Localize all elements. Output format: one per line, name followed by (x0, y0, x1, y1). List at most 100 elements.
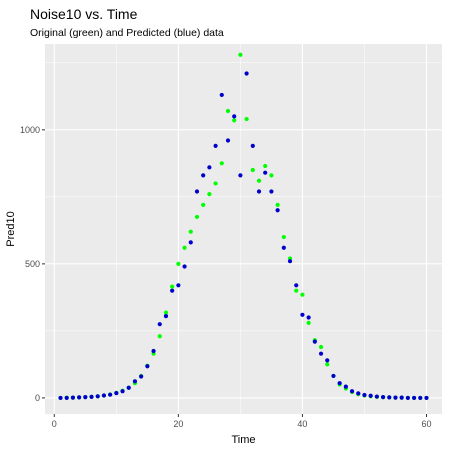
x-tick-label: 20 (173, 419, 183, 429)
predicted-point (58, 395, 63, 401)
predicted-point (294, 283, 299, 288)
original-point (182, 245, 187, 250)
predicted-point (151, 348, 156, 354)
predicted-point (188, 240, 193, 245)
predicted-point (418, 395, 423, 401)
x-tick-label: 40 (297, 419, 307, 429)
predicted-point (281, 245, 286, 250)
original-point (318, 344, 324, 350)
chart-title: Noise10 vs. Time (30, 6, 138, 22)
original-point (213, 181, 218, 186)
original-point (207, 192, 212, 197)
predicted-point (64, 395, 69, 401)
original-point (263, 163, 268, 169)
original-point (325, 362, 330, 367)
y-tick-label: 1000 (20, 125, 40, 135)
predicted-point (213, 143, 218, 148)
predicted-point (201, 173, 206, 178)
original-point (219, 161, 224, 166)
x-axis-label: Time (231, 434, 255, 446)
predicted-point (318, 351, 324, 356)
predicted-point (126, 385, 131, 390)
predicted-point (393, 395, 398, 400)
data-points (58, 52, 429, 401)
predicted-point (139, 374, 144, 379)
original-point (170, 284, 175, 289)
predicted-point (238, 173, 243, 178)
predicted-point (250, 143, 255, 148)
original-point (238, 52, 243, 57)
predicted-point (331, 373, 336, 379)
predicted-point (287, 259, 293, 264)
predicted-point (368, 393, 373, 398)
predicted-point (374, 394, 379, 399)
original-point (306, 320, 311, 325)
original-point (201, 202, 206, 207)
predicted-point (120, 389, 125, 394)
predicted-point (232, 114, 237, 119)
predicted-point (163, 314, 169, 319)
predicted-point (95, 394, 100, 399)
predicted-point (275, 208, 280, 213)
predicted-point (424, 395, 429, 401)
predicted-point (176, 283, 181, 288)
original-point (250, 167, 255, 173)
predicted-point (269, 189, 274, 194)
predicted-point (70, 395, 76, 400)
predicted-point (300, 312, 305, 317)
original-point (176, 261, 181, 266)
plot-panel (45, 44, 442, 414)
original-point (300, 292, 305, 297)
predicted-point (306, 315, 311, 320)
original-point (294, 288, 299, 293)
x-tick-label: 0 (52, 419, 57, 429)
predicted-point (256, 189, 262, 194)
predicted-point (312, 339, 317, 344)
axis-ticks: 0 20 40 60 0 500 1000 (20, 125, 432, 429)
grid-lines (45, 44, 442, 414)
original-point (157, 334, 162, 339)
predicted-point (399, 395, 404, 400)
predicted-point (405, 395, 410, 401)
predicted-point (362, 392, 367, 398)
predicted-point (77, 395, 82, 400)
original-point (256, 178, 262, 183)
original-point (281, 234, 286, 240)
original-point (163, 310, 169, 315)
predicted-point (83, 395, 88, 400)
predicted-point (219, 92, 224, 98)
original-point (232, 118, 237, 123)
chart-subtitle: Original (green) and Predicted (blue) da… (30, 27, 224, 39)
predicted-point (157, 322, 162, 327)
predicted-point (387, 395, 392, 400)
predicted-point (194, 189, 200, 194)
predicted-point (337, 381, 342, 386)
predicted-point (244, 71, 249, 76)
predicted-point (207, 165, 212, 170)
predicted-point (182, 264, 187, 269)
original-point (225, 108, 231, 114)
original-point (269, 173, 274, 178)
predicted-point (325, 358, 330, 363)
y-tick-label: 0 (35, 393, 40, 403)
predicted-point (380, 395, 386, 400)
predicted-point (349, 389, 355, 394)
predicted-point (145, 364, 150, 369)
y-axis-label: Pred10 (5, 211, 17, 246)
predicted-point (263, 170, 268, 175)
predicted-point (225, 138, 231, 143)
x-tick-label: 60 (421, 419, 431, 429)
predicted-point (108, 392, 113, 397)
y-tick-label: 500 (25, 259, 40, 269)
original-point (188, 229, 193, 234)
predicted-point (132, 379, 138, 384)
predicted-point (356, 391, 361, 396)
original-point (194, 214, 200, 220)
predicted-point (89, 394, 94, 399)
predicted-point (343, 384, 348, 389)
original-point (244, 116, 249, 122)
predicted-point (170, 288, 175, 293)
predicted-point (114, 390, 119, 396)
predicted-point (101, 393, 107, 398)
